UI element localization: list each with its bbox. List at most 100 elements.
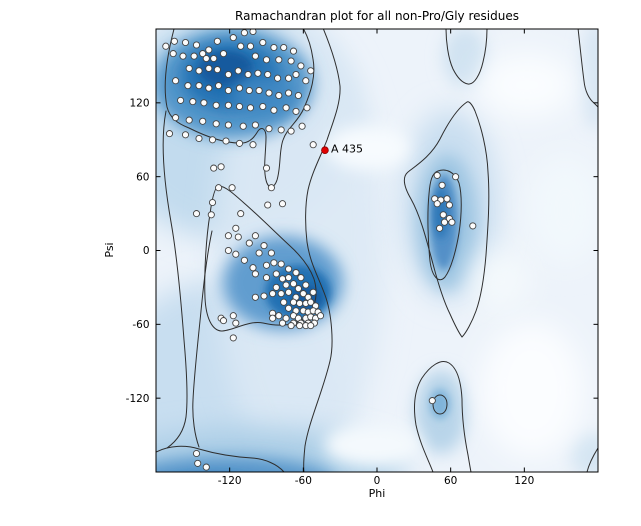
data-point xyxy=(316,312,325,320)
data-point xyxy=(251,121,259,129)
data-point xyxy=(245,86,253,95)
data-point xyxy=(285,274,293,282)
data-point xyxy=(278,319,287,327)
data-point xyxy=(259,102,267,111)
data-point xyxy=(282,104,290,112)
data-point xyxy=(179,52,187,60)
data-point xyxy=(302,77,310,85)
data-point xyxy=(199,117,207,125)
density-blob xyxy=(326,126,410,170)
data-point xyxy=(169,50,177,58)
data-point xyxy=(224,232,232,240)
y-tick-label: 120 xyxy=(129,98,149,110)
contour-line xyxy=(413,361,472,472)
data-point xyxy=(249,264,257,272)
data-point xyxy=(294,285,302,293)
data-point xyxy=(469,222,477,230)
y-tick-label: -120 xyxy=(126,393,150,405)
data-point xyxy=(208,198,217,207)
data-point xyxy=(246,42,255,50)
data-point xyxy=(224,86,232,95)
density-blob xyxy=(443,29,487,87)
data-point xyxy=(294,91,302,100)
data-point xyxy=(235,102,244,111)
data-point xyxy=(274,74,282,82)
scatter-points xyxy=(162,29,477,471)
data-point xyxy=(277,126,285,134)
data-point xyxy=(439,211,447,219)
data-point xyxy=(438,181,446,189)
x-tick-label: 120 xyxy=(514,475,534,487)
data-point xyxy=(232,250,240,258)
data-point xyxy=(265,125,273,133)
data-point xyxy=(282,314,290,322)
data-point xyxy=(299,290,307,298)
data-point xyxy=(255,86,263,95)
data-point xyxy=(213,37,221,45)
data-point xyxy=(177,96,185,104)
data-point xyxy=(207,211,215,219)
annotation-label: A 435 xyxy=(331,143,363,156)
x-axis-label: Phi xyxy=(369,487,386,500)
contour-line xyxy=(192,230,213,448)
data-point xyxy=(452,173,460,181)
data-point xyxy=(202,54,210,63)
data-point xyxy=(237,42,245,50)
data-point xyxy=(264,70,272,79)
contour-line xyxy=(586,447,598,472)
data-point xyxy=(285,304,293,312)
data-point xyxy=(222,137,230,145)
data-point xyxy=(219,50,228,58)
density-blob xyxy=(479,53,575,117)
data-point xyxy=(165,130,174,138)
data-point xyxy=(270,259,278,267)
data-point xyxy=(285,265,293,273)
data-point xyxy=(278,200,287,208)
data-point xyxy=(246,104,255,112)
data-point xyxy=(185,64,193,72)
data-point xyxy=(251,232,259,240)
data-point xyxy=(205,64,213,72)
data-point xyxy=(289,298,298,306)
data-point xyxy=(224,246,232,255)
data-point xyxy=(309,141,317,149)
data-point xyxy=(234,233,242,241)
data-point xyxy=(275,56,283,64)
data-point xyxy=(208,136,217,144)
data-point xyxy=(235,139,244,147)
density-blob xyxy=(570,433,598,472)
data-point xyxy=(307,67,315,75)
data-point xyxy=(269,314,277,322)
axis-ticks: -120 -60 0 60 120 -120 -60 0 60 120 xyxy=(126,29,598,487)
data-point xyxy=(210,164,218,172)
data-point xyxy=(440,218,449,226)
data-point xyxy=(224,101,232,109)
data-point xyxy=(194,459,202,467)
contour-line xyxy=(577,29,598,108)
data-point xyxy=(195,134,203,143)
data-point xyxy=(433,171,441,179)
density-blob xyxy=(580,29,598,130)
data-point xyxy=(192,41,201,49)
data-point xyxy=(229,334,237,342)
data-point xyxy=(229,312,237,320)
data-point xyxy=(280,43,288,52)
data-point xyxy=(443,195,451,203)
data-point xyxy=(287,322,295,330)
data-point xyxy=(296,322,304,330)
annotation: A 435 xyxy=(321,143,363,156)
data-point xyxy=(212,101,220,109)
data-point xyxy=(190,52,198,60)
data-point xyxy=(255,249,263,257)
data-point xyxy=(277,260,285,268)
data-point xyxy=(262,164,271,172)
data-point xyxy=(195,82,203,90)
data-point xyxy=(251,293,259,301)
data-point xyxy=(213,66,221,74)
contour-line xyxy=(162,110,188,449)
data-point xyxy=(200,99,208,107)
x-tick-label: -120 xyxy=(218,475,242,487)
data-point xyxy=(215,184,223,192)
data-point xyxy=(251,270,259,278)
data-point xyxy=(275,91,283,100)
